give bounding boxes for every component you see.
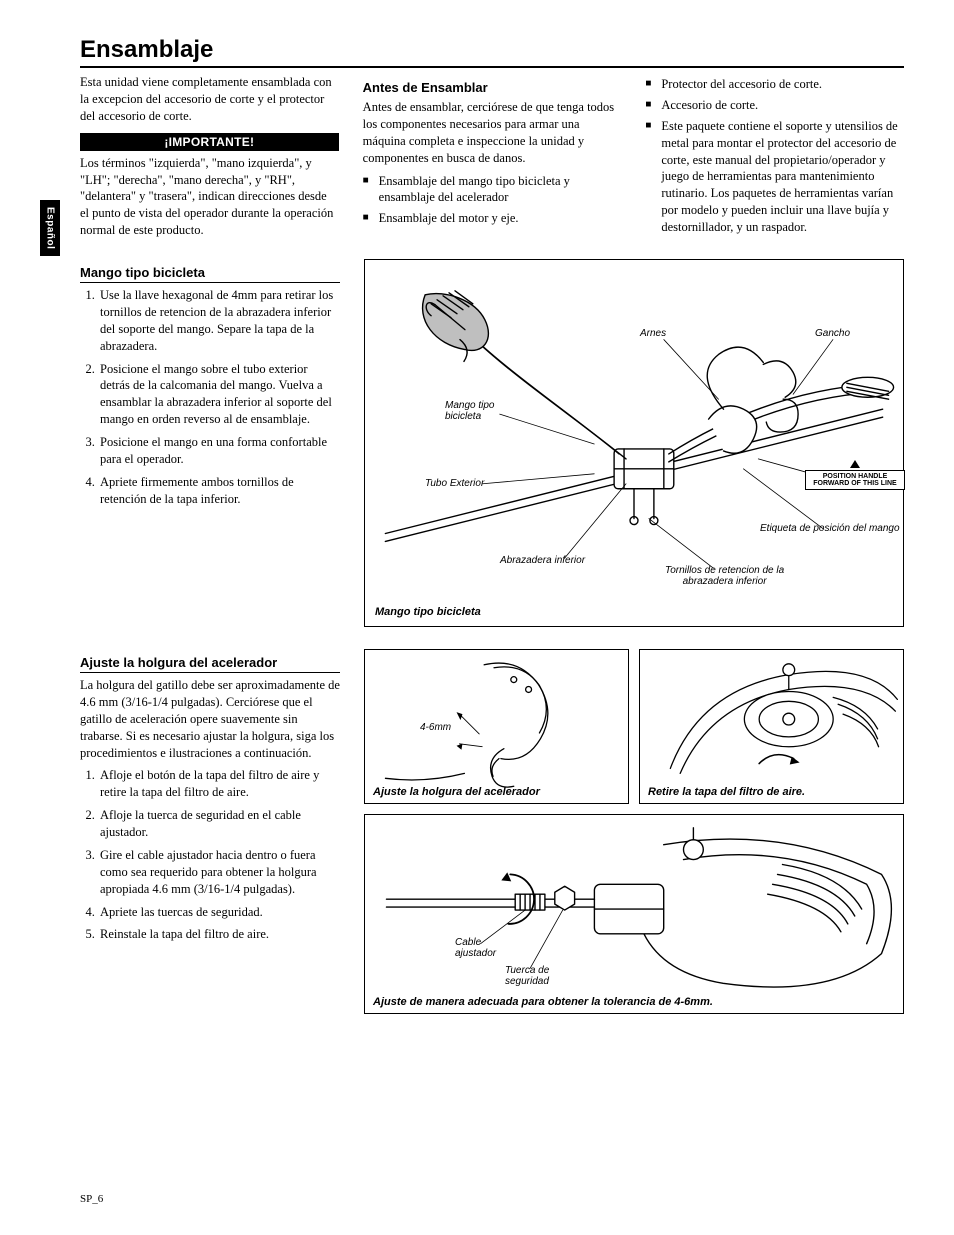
page-number: SP_6	[80, 1193, 103, 1205]
document-page: Español Ensamblaje Esta unidad viene com…	[0, 0, 954, 1235]
figure-3-svg	[365, 815, 903, 1013]
mango-title: Mango tipo bicicleta	[80, 265, 340, 283]
mango-steps: Use la llave hexagonal de 4mm para retir…	[80, 287, 340, 508]
list-item: Gire el cable ajustador hacia dentro o f…	[98, 847, 340, 898]
col-2: Antes de Ensamblar Antes de ensamblar, c…	[363, 74, 622, 245]
label-mango: Mango tipo bicicleta	[445, 400, 494, 422]
figure-2a: 4-6mm Ajuste la holgura del acelerador	[364, 649, 629, 804]
figure-2-row: 4-6mm Ajuste la holgura del acelerador	[364, 649, 904, 804]
label-tornillos: Tornillos de retencion de la abrazadera …	[665, 565, 784, 587]
label-46mm: 4-6mm	[420, 722, 451, 733]
figures-right: 4-6mm Ajuste la holgura del acelerador	[364, 649, 904, 1014]
figure-1-svg	[365, 260, 903, 626]
col-3: Protector del accesorio de corte. Acceso…	[645, 74, 904, 245]
language-tab: Español	[40, 200, 60, 256]
figure-2a-caption: Ajuste la holgura del acelerador	[373, 786, 540, 798]
importante-body: Los términos "izquierda", "mano izquierd…	[80, 155, 339, 239]
label-arnes: Arnes	[640, 328, 666, 339]
antes-list-left: Ensamblaje del mango tipo bicicleta y en…	[363, 173, 622, 228]
figure-2b-caption: Retire la tapa del filtro de aire.	[648, 786, 805, 798]
list-item: Posicione el mango sobre el tubo exterio…	[98, 361, 340, 429]
label-tubo: Tubo Exterior	[425, 478, 484, 489]
page-title: Ensamblaje	[80, 36, 904, 68]
list-item: Apriete las tuercas de seguridad.	[98, 904, 340, 921]
figure-1-caption: Mango tipo bicicleta	[375, 606, 481, 618]
warning-triangle-icon	[850, 460, 860, 468]
ajuste-section: Ajuste la holgura del acelerador La holg…	[80, 649, 904, 1014]
label-cable: Cable ajustador	[455, 937, 496, 959]
list-item: Reinstale la tapa del filtro de aire.	[98, 926, 340, 943]
label-abrazadera: Abrazadera inferior	[500, 555, 585, 566]
label-etiqueta: Etiqueta de posición del mango	[760, 523, 900, 534]
figure-3-caption: Ajuste de manera adecuada para obtener l…	[373, 996, 713, 1008]
list-item: Afloje la tuerca de seguridad en el cabl…	[98, 807, 340, 841]
antes-title: Antes de Ensamblar	[363, 80, 622, 95]
intro-text: Esta unidad viene completamente ensambla…	[80, 74, 339, 125]
figure-2b-svg	[640, 650, 903, 803]
figure-1: Arnes Gancho Mango tipo bicicleta Tubo E…	[364, 259, 904, 627]
figure-1-wrap: Arnes Gancho Mango tipo bicicleta Tubo E…	[364, 259, 904, 627]
label-gancho: Gancho	[815, 328, 850, 339]
list-item: Ensamblaje del mango tipo bicicleta y en…	[363, 173, 622, 207]
antes-list-right: Protector del accesorio de corte. Acceso…	[645, 76, 904, 236]
top-columns: Esta unidad viene completamente ensambla…	[80, 74, 904, 245]
list-item: Afloje el botón de la tapa del filtro de…	[98, 767, 340, 801]
list-item: Accesorio de corte.	[645, 97, 904, 114]
list-item: Ensamblaje del motor y eje.	[363, 210, 622, 227]
figure-2b: Retire la tapa del filtro de aire.	[639, 649, 904, 804]
col-1: Esta unidad viene completamente ensambla…	[80, 74, 339, 245]
importante-heading: ¡IMPORTANTE!	[80, 133, 339, 151]
list-item: Posicione el mango en una forma conforta…	[98, 434, 340, 468]
ajuste-text-col: Ajuste la holgura del acelerador La holg…	[80, 649, 340, 1014]
figure-3: Cable ajustador Tuerca de seguridad Ajus…	[364, 814, 904, 1014]
ajuste-title: Ajuste la holgura del acelerador	[80, 655, 340, 673]
position-handle-box: POSITION HANDLE FORWARD OF THIS LINE	[805, 470, 905, 490]
ajuste-body: La holgura del gatillo debe ser aproxima…	[80, 677, 340, 761]
list-item: Use la llave hexagonal de 4mm para retir…	[98, 287, 340, 355]
figure-2a-svg	[365, 650, 628, 803]
mango-text-col: Mango tipo bicicleta Use la llave hexago…	[80, 259, 340, 627]
label-tuerca: Tuerca de seguridad	[505, 965, 549, 987]
mango-section: Mango tipo bicicleta Use la llave hexago…	[80, 259, 904, 627]
list-item: Este paquete contiene el soporte y utens…	[645, 118, 904, 236]
antes-body: Antes de ensamblar, cerciórese de que te…	[363, 99, 622, 167]
ajuste-steps: Afloje el botón de la tapa del filtro de…	[80, 767, 340, 943]
list-item: Apriete firmemente ambos tornillos de re…	[98, 474, 340, 508]
list-item: Protector del accesorio de corte.	[645, 76, 904, 93]
